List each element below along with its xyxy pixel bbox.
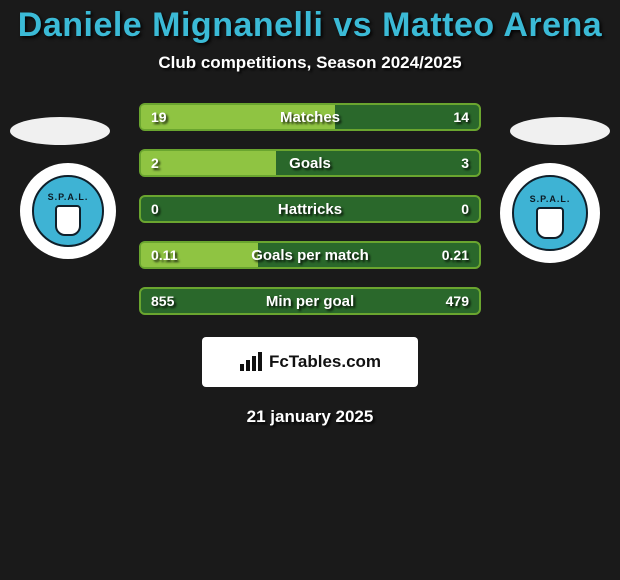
badge-inner: S.P.A.L.: [32, 175, 105, 248]
badge-text: S.P.A.L.: [48, 192, 89, 202]
stat-bars: 1914Matches 23Goals 00Hattricks 0.110.21Goa…: [139, 103, 481, 315]
stat-label: Goals per match: [141, 243, 479, 267]
stat-label: Matches: [141, 105, 479, 129]
comparison-card: Daniele Mignanelli vs Matteo Arena Club …: [0, 0, 620, 580]
player-left-club-badge: S.P.A.L.: [20, 163, 116, 259]
stat-bar: 1914Matches: [139, 103, 481, 131]
stat-label: Hattricks: [141, 197, 479, 221]
page-title: Daniele Mignanelli vs Matteo Arena: [0, 6, 620, 45]
badge-shield-icon: [536, 207, 563, 239]
comparison-stage: S.P.A.L. S.P.A.L. 1914Matches 23Goals 00Ha…: [0, 103, 620, 315]
stat-bar: 00Hattricks: [139, 195, 481, 223]
stat-bar: 855479Min per goal: [139, 287, 481, 315]
badge-shield-icon: [55, 205, 81, 235]
stat-label: Goals: [141, 151, 479, 175]
subtitle: Club competitions, Season 2024/2025: [0, 53, 620, 73]
badge-inner: S.P.A.L.: [512, 175, 588, 251]
player-left-avatar: [10, 117, 110, 145]
stat-bar: 0.110.21Goals per match: [139, 241, 481, 269]
player-right-avatar: [510, 117, 610, 145]
site-text: FcTables.com: [269, 352, 381, 372]
badge-text: S.P.A.L.: [530, 194, 571, 204]
stat-label: Min per goal: [141, 289, 479, 313]
player-right-club-badge: S.P.A.L.: [500, 163, 600, 263]
site-chart-icon: [239, 352, 265, 372]
stat-bar: 23Goals: [139, 149, 481, 177]
site-attribution: FcTables.com: [202, 337, 418, 387]
date-text: 21 january 2025: [0, 407, 620, 427]
